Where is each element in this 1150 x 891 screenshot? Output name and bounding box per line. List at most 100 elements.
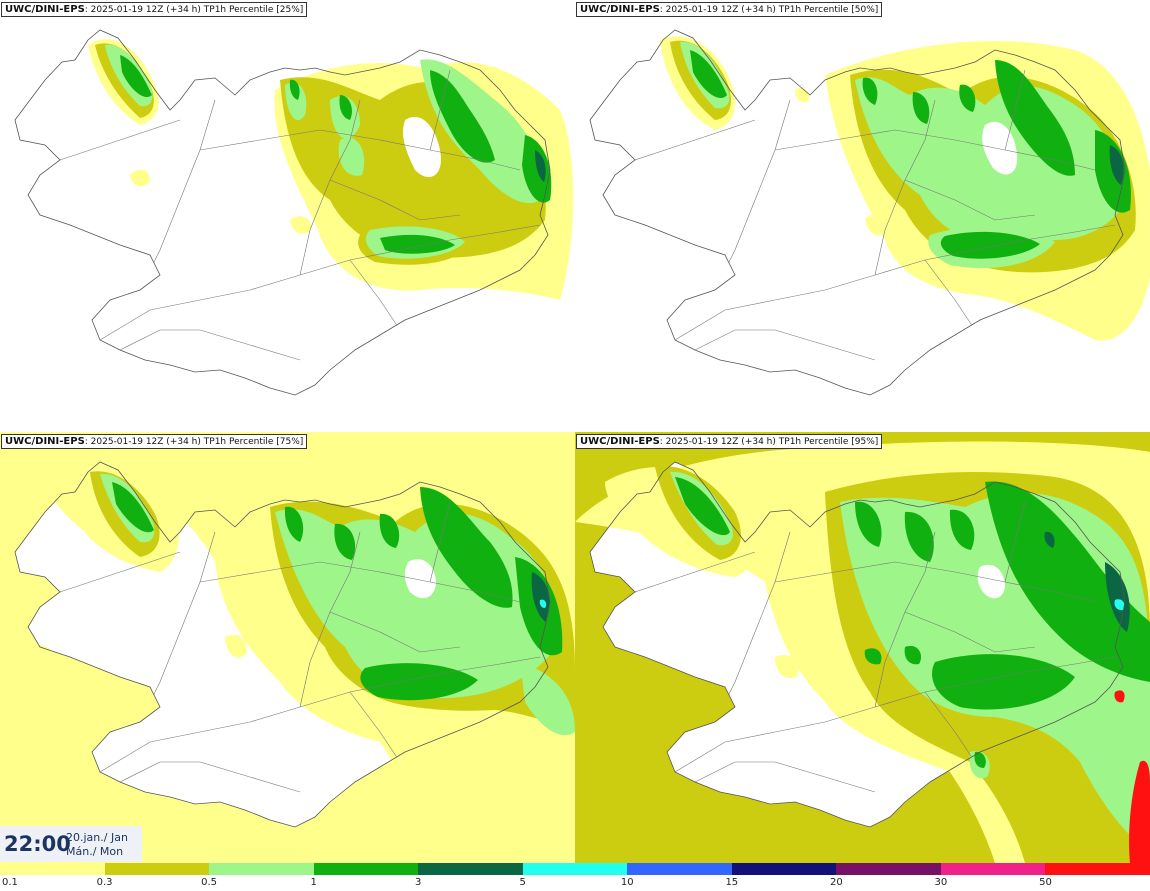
precip-contour (380, 234, 455, 254)
legend-swatch (104, 863, 210, 875)
precip-contour (690, 50, 727, 99)
parameter-name: TP1h Percentile [95%] (778, 437, 879, 447)
map-panel-p95: UWC/DINI-EPS: 2025-01-19 12Z (+34 h) TP1… (575, 432, 1150, 863)
map-panel-p50: UWC/DINI-EPS: 2025-01-19 12Z (+34 h) TP1… (575, 0, 1150, 431)
precip-contour (1044, 531, 1055, 548)
road-line (924, 224, 1116, 261)
parameter-name: TP1h Percentile [75%] (203, 437, 304, 447)
road-line (694, 329, 876, 361)
legend-swatch (313, 863, 419, 875)
precip-contour (284, 506, 304, 542)
run-info: : 2025-01-19 12Z (+34 h) (659, 437, 776, 447)
coastline (589, 461, 1126, 828)
coastline (589, 29, 1126, 396)
valid-date: 20.jan./ Jan Mán./ Mon (66, 831, 128, 859)
legend-swatch (731, 863, 837, 875)
valid-time: 22:00 (4, 832, 71, 856)
model-name: UWC/DINI-EPS (5, 4, 85, 15)
run-info: : 2025-01-19 12Z (+34 h) (84, 437, 201, 447)
precip-contour (1129, 760, 1150, 863)
road-line (634, 551, 756, 593)
panel-title: UWC/DINI-EPS: 2025-01-19 12Z (+34 h) TP1… (1, 434, 308, 449)
panel-title: UWC/DINI-EPS: 2025-01-19 12Z (+34 h) TP1… (576, 2, 883, 17)
precip-contour (522, 135, 552, 203)
road-line (349, 656, 541, 693)
legend-swatch (1045, 863, 1150, 875)
road-line (119, 329, 301, 361)
road-line (774, 129, 1096, 171)
precip-contours (88, 39, 574, 301)
precip-contour (225, 634, 247, 658)
precip-contour (112, 482, 154, 533)
precip-contour (864, 648, 882, 665)
precip-contour (120, 55, 152, 98)
road-line (1004, 501, 1026, 583)
road-line (329, 611, 461, 653)
precip-contour (974, 751, 986, 768)
road-line (349, 224, 541, 261)
legend-swatch (522, 863, 628, 875)
precip-contour (855, 501, 882, 547)
precip-contour (865, 214, 890, 236)
road-line (199, 129, 521, 171)
legend-tick-label: 15 (725, 877, 739, 888)
valid-time-box: 22:00 20.jan./ Jan Mán./ Mon (0, 826, 142, 862)
precip-contour (985, 481, 1150, 682)
road-line (59, 551, 181, 593)
precip-contour (675, 477, 730, 536)
legend-tick-label: 0.5 (201, 877, 218, 888)
precip-contour (330, 96, 360, 139)
precip-contour (977, 564, 1005, 599)
road-line (924, 691, 976, 763)
legend-tick-label: 3 (414, 877, 422, 888)
road-line (924, 656, 1116, 693)
run-info: : 2025-01-19 12Z (+34 h) (84, 5, 201, 15)
precip-contour (904, 645, 922, 665)
legend-tick-label: 1 (310, 877, 317, 888)
precip-contour (338, 137, 365, 176)
model-name: UWC/DINI-EPS (5, 436, 85, 447)
legend-tick-label: 0.1 (2, 877, 18, 888)
valid-date-day: 20.jan./ Jan (66, 831, 128, 844)
precip-contour (430, 70, 495, 163)
precip-contour (35, 645, 53, 660)
parameter-name: TP1h Percentile [25%] (203, 5, 304, 15)
precip-contour (404, 559, 436, 599)
run-info: : 2025-01-19 12Z (+34 h) (659, 5, 776, 15)
panel-title: UWC/DINI-EPS: 2025-01-19 12Z (+34 h) TP1… (576, 434, 883, 449)
precip-contour (403, 116, 441, 178)
precip-contour (339, 95, 352, 120)
precip-contour (290, 216, 312, 234)
precip-contour (289, 79, 300, 100)
road-line (99, 259, 351, 341)
model-name: UWC/DINI-EPS (580, 436, 660, 447)
road-line (694, 761, 876, 793)
precip-contour (912, 92, 930, 124)
legend-tick-label: 50 (1039, 877, 1052, 888)
precip-contour (904, 511, 934, 562)
precip-contour (379, 513, 400, 548)
precip-map-p75 (0, 432, 575, 863)
legend-tick-label: 0.3 (96, 877, 113, 888)
coastline (14, 29, 551, 396)
legend-swatch (836, 863, 942, 875)
precip-contour (420, 487, 513, 608)
precip-contour (862, 77, 878, 105)
road-line (429, 69, 451, 151)
precip-contours (35, 450, 575, 852)
parameter-name: TP1h Percentile [50%] (778, 5, 879, 15)
legend-swatch (209, 863, 315, 875)
precip-contour (949, 509, 975, 550)
precip-contour (959, 84, 976, 112)
panel-title: UWC/DINI-EPS: 2025-01-19 12Z (+34 h) TP1… (1, 2, 308, 17)
road-line (674, 691, 926, 773)
precip-contour (1114, 599, 1125, 611)
legend-swatch (418, 863, 524, 875)
road-line (674, 259, 926, 341)
legend-tick-label: 30 (934, 877, 948, 888)
precip-contour (775, 654, 799, 678)
road-line (429, 501, 451, 583)
precip-contour (1109, 145, 1124, 185)
road-line (1004, 69, 1026, 151)
road-network (634, 69, 1116, 361)
